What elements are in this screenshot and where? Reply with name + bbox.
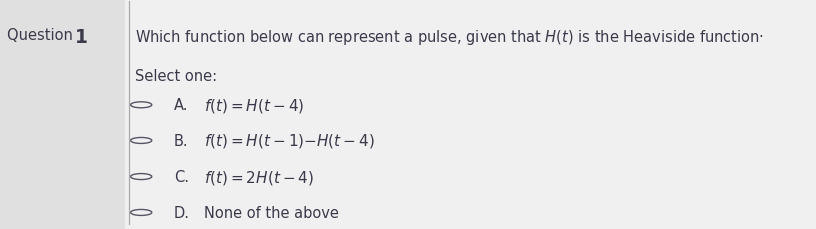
Text: C.: C.	[174, 169, 188, 184]
FancyBboxPatch shape	[0, 0, 125, 229]
Text: 1: 1	[75, 27, 88, 46]
Text: D.: D.	[174, 205, 190, 220]
Text: A.: A.	[174, 98, 188, 113]
Text: None of the above: None of the above	[204, 205, 339, 220]
Text: Question: Question	[7, 27, 77, 42]
Text: $f(t)= H(t-4)$: $f(t)= H(t-4)$	[204, 96, 304, 114]
Text: Select one:: Select one:	[135, 69, 217, 84]
Text: B.: B.	[174, 133, 188, 148]
Text: $f(t)= H(t-1){-}H(t-4)$: $f(t)= H(t-1){-}H(t-4)$	[204, 132, 375, 150]
Text: $f(t)= 2H(t-4)$: $f(t)= 2H(t-4)$	[204, 168, 314, 186]
Text: Which function below can represent a pulse, given that $H(t)$ is the Heaviside f: Which function below can represent a pul…	[135, 27, 764, 46]
